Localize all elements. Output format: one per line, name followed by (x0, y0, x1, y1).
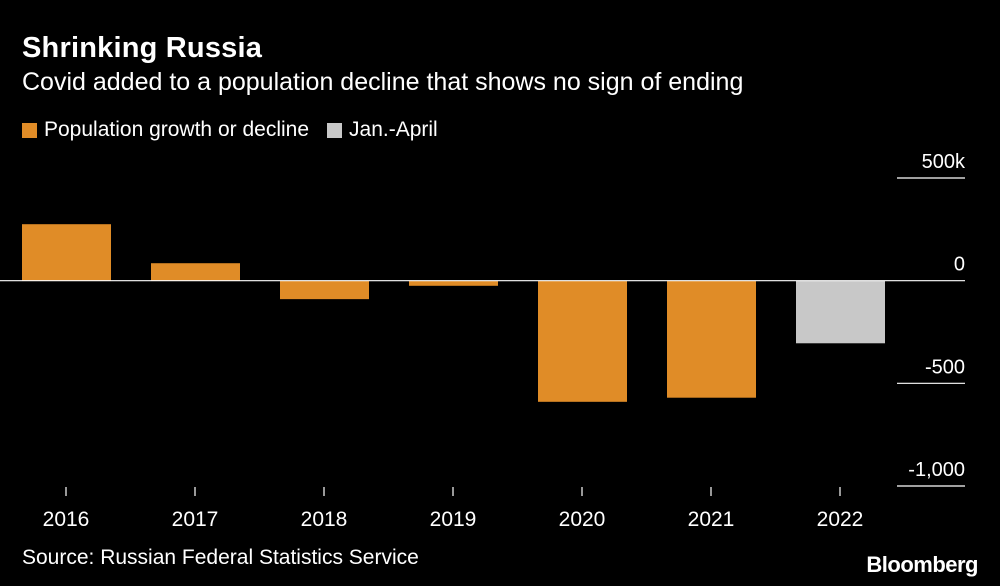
chart-subtitle: Covid added to a population decline that… (22, 68, 744, 96)
legend: Population growth or decline Jan.-April (22, 118, 456, 142)
x-tick-label: 2017 (172, 508, 219, 531)
legend-label-growth: Population growth or decline (44, 118, 310, 141)
x-tick-label: 2021 (688, 508, 735, 531)
bar-2022 (796, 280, 885, 344)
x-tick-label: 2022 (817, 508, 864, 531)
legend-item-jan-april: Jan.-April (327, 118, 438, 142)
bar-2021 (667, 280, 756, 398)
y-tick-label: 500k (922, 151, 966, 173)
bar-2019 (409, 280, 498, 286)
bar-2020 (538, 280, 627, 402)
x-tick-label: 2018 (301, 508, 348, 531)
source-note: Source: Russian Federal Statistics Servi… (22, 546, 419, 569)
legend-swatch-jan-april (327, 122, 343, 138)
legend-swatch-growth (22, 122, 37, 138)
bar-2016 (22, 224, 111, 281)
bar-2018 (280, 280, 369, 300)
x-tick-label: 2019 (430, 508, 477, 531)
legend-label-jan-april: Jan.-April (349, 118, 438, 141)
bar-2017 (151, 263, 240, 281)
x-tick-label: 2020 (559, 508, 606, 531)
bloomberg-logo: Bloomberg (866, 552, 978, 577)
x-tick-label: 2016 (43, 508, 90, 531)
y-tick-label: 0 (954, 254, 965, 276)
chart-title: Shrinking Russia (22, 32, 263, 64)
y-tick-label: -500 (925, 356, 965, 378)
y-tick-label: -1,000 (908, 459, 965, 481)
legend-item-growth: Population growth or decline (22, 118, 309, 142)
